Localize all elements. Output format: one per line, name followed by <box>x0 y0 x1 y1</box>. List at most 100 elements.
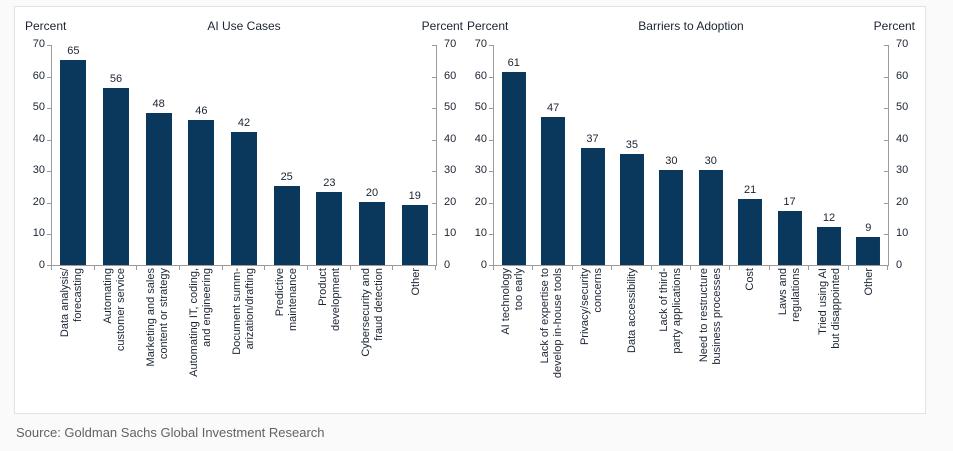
bar-value-label: 9 <box>865 222 872 234</box>
y-axis-tick-label: 60 <box>444 69 457 82</box>
y-axis-tick <box>432 234 436 236</box>
y-axis-tick <box>47 171 51 173</box>
category-label: Cybersecurity and fraud detection <box>359 268 385 357</box>
y-axis-tick <box>432 76 436 78</box>
bar <box>541 117 566 265</box>
y-axis-tick <box>489 202 493 204</box>
bar-value-label: 37 <box>586 133 599 145</box>
x-axis-tick <box>690 266 691 270</box>
bar-value-label: 17 <box>783 196 796 208</box>
y-axis-tick <box>884 202 888 204</box>
y-axis-tick-label: 60 <box>896 69 909 82</box>
bar-value-label: 35 <box>625 139 639 151</box>
y-axis-left: 0 10 20 30 40 50 60 70 <box>23 38 51 271</box>
category-slot: Privacy/security concerns <box>572 266 612 410</box>
bar-value-label: 30 <box>665 155 678 167</box>
category-label: Automating customer service <box>102 268 128 352</box>
bar <box>738 199 763 265</box>
y-axis-tick <box>432 171 436 173</box>
bar-value-label: 12 <box>822 212 836 224</box>
y-axis-tick-label: 10 <box>896 227 909 240</box>
x-axis-tick <box>306 266 308 270</box>
category-label: Lack of third- party applications <box>658 268 684 354</box>
y-axis-tick <box>884 76 888 78</box>
y-axis-tick <box>47 234 51 236</box>
bar <box>619 154 644 265</box>
x-axis-tick <box>571 266 573 270</box>
y-axis-unit-label-left: Percent <box>25 19 67 33</box>
x-axis-tick <box>136 266 138 270</box>
y-axis-tick <box>884 139 888 141</box>
category-slot: Lack of third- party applications <box>651 266 691 410</box>
x-axis-tick <box>93 266 95 270</box>
y-axis-tick-label: 40 <box>444 132 457 145</box>
bar <box>359 202 386 265</box>
bar-slot: 61 <box>494 45 533 265</box>
bar <box>231 132 258 265</box>
x-axis-tick <box>729 266 731 270</box>
bar-value-label: 19 <box>408 190 421 202</box>
y-axis-tick <box>432 265 436 266</box>
y-axis-tick-label: 20 <box>474 195 487 208</box>
bars-container: 61 47 37 35 30 30 21 17 12 9 <box>494 45 888 265</box>
y-axis-tick <box>884 108 888 110</box>
y-axis-tick <box>47 265 51 266</box>
bar-slot: 35 <box>612 45 651 265</box>
chart-body: 0 10 20 30 40 50 60 70 65 56 48 46 42 25 23 20 19 0 10 20… <box>23 38 465 271</box>
y-axis-tick <box>489 76 493 78</box>
y-axis-tick-label: 70 <box>474 38 487 50</box>
x-axis-tick <box>887 266 888 270</box>
x-axis-labels: AI technology too early Lack of expertise… <box>493 266 889 410</box>
bar-slot: 30 <box>652 45 691 265</box>
category-slot: Cybersecurity and fraud detection <box>351 266 394 410</box>
y-axis-tick-label: 50 <box>444 101 457 114</box>
bar-slot: 46 <box>180 45 223 265</box>
bar-slot: 65 <box>52 45 95 265</box>
x-axis-tick <box>847 266 849 270</box>
y-axis-tick-label: 0 <box>896 259 903 271</box>
category-slot: Data analysis/ forecasting <box>51 266 94 410</box>
x-axis-tick <box>349 266 351 270</box>
y-axis-tick <box>489 234 493 236</box>
bars-container: 65 56 48 46 42 25 23 20 19 <box>52 45 436 265</box>
y-axis-tick <box>432 202 436 204</box>
y-axis-tick-label: 0 <box>38 259 45 271</box>
category-label: Document summ- arization/drafting <box>231 268 256 355</box>
bar <box>145 113 172 265</box>
y-axis-tick <box>489 139 493 141</box>
category-label: Need to restructure business processes <box>697 268 723 365</box>
bar-value-label: 56 <box>109 73 123 85</box>
plot-area: 65 56 48 46 42 25 23 20 19 <box>47 45 437 270</box>
y-axis-tick-label: 0 <box>480 259 487 271</box>
bar-value-label: 61 <box>507 57 520 69</box>
x-axis-tick <box>51 266 52 270</box>
chart-title: AI Use Cases <box>207 19 281 33</box>
y-axis-tick-label: 70 <box>896 38 909 50</box>
bar <box>580 148 605 265</box>
x-axis-labels-row: AI technology too early Lack of expertise… <box>465 266 917 410</box>
plot-area: 61 47 37 35 30 30 21 17 12 9 <box>489 45 889 270</box>
bar-value-label: 46 <box>195 105 208 117</box>
y-axis-tick-label: 50 <box>32 101 45 114</box>
bar-slot: 48 <box>137 45 180 265</box>
chart-barriers-to-adoption: Percent Barriers to Adoption Percent 0 10… <box>465 11 917 413</box>
y-axis-tick-label: 30 <box>896 164 909 177</box>
bar <box>698 170 723 265</box>
bar <box>501 72 526 265</box>
y-axis-tick <box>47 108 51 110</box>
charts-row: Percent AI Use Cases Percent 0 10 20 30 40 50… <box>23 11 917 413</box>
bar-slot: 20 <box>351 45 394 265</box>
bar <box>856 237 881 265</box>
category-slot: Predictive maintenance <box>265 266 308 410</box>
category-label: Cost <box>743 268 756 291</box>
y-axis-tick-label: 10 <box>444 227 457 240</box>
x-axis-tick <box>392 266 394 270</box>
y-axis-tick <box>489 45 493 46</box>
y-axis-tick <box>432 108 436 110</box>
bar-value-label: 42 <box>237 117 251 129</box>
bar <box>401 205 428 265</box>
bar <box>816 227 841 265</box>
bar-slot: 42 <box>223 45 266 265</box>
category-label: Other <box>409 268 422 296</box>
y-axis-tick-label: 40 <box>32 132 45 145</box>
